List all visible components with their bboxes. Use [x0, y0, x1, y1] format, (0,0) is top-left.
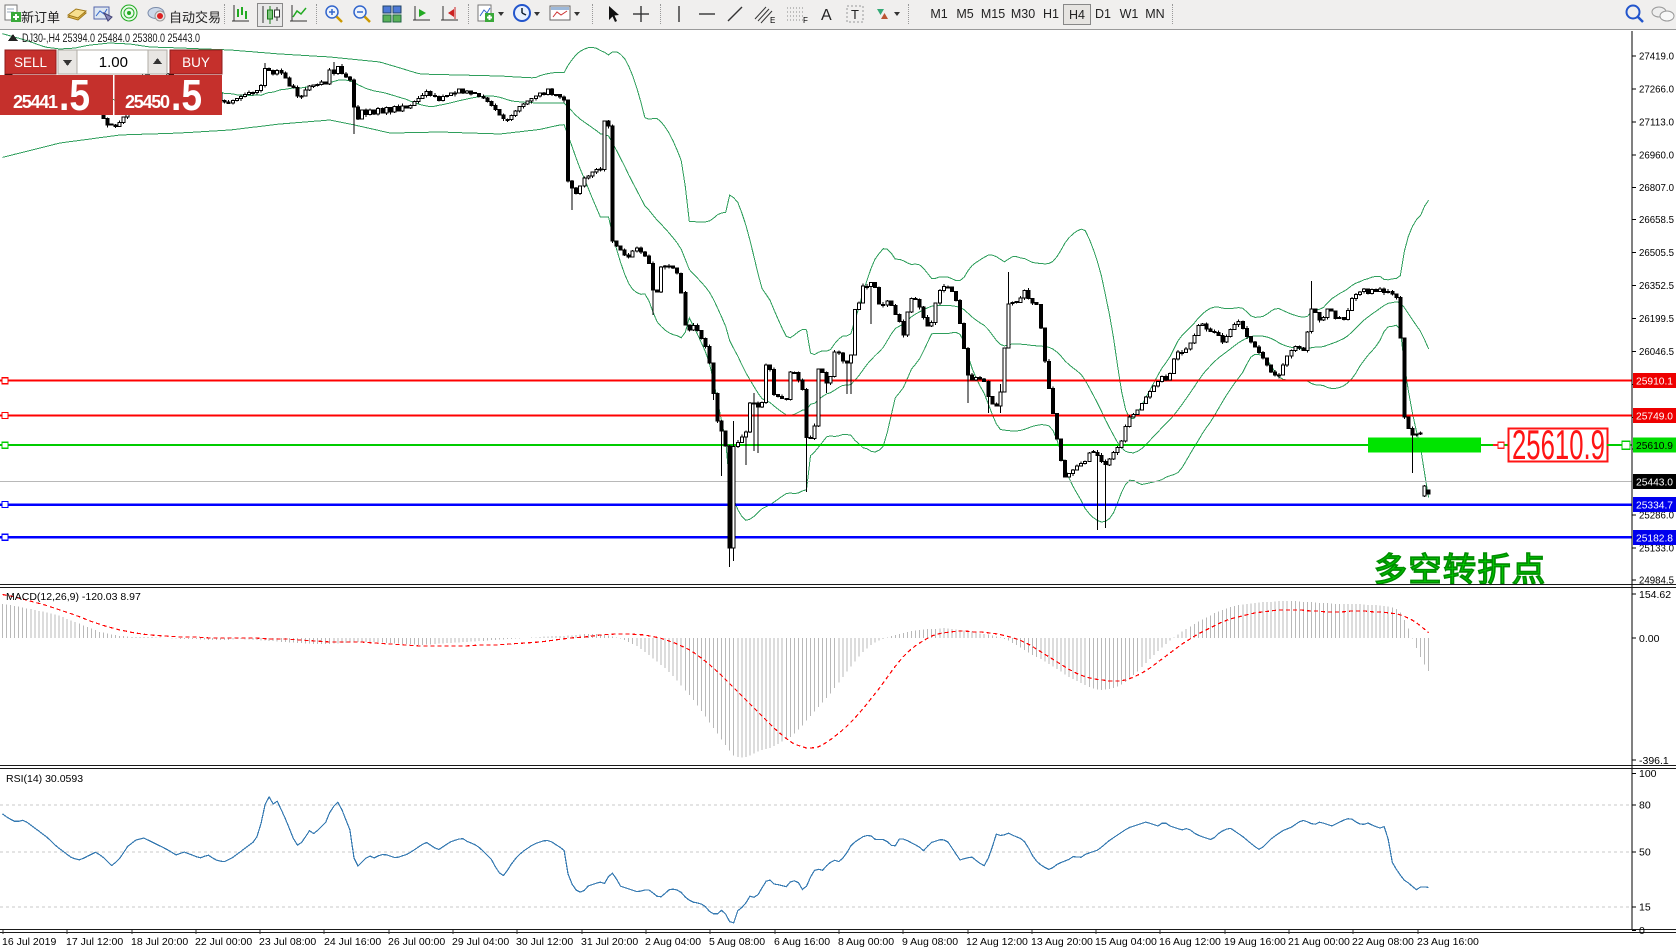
svg-text:DJ30-,H4 25394.0 25484.0 2538: DJ30-,H4 25394.0 25484.0 25380.0 25443.0 [22, 33, 200, 45]
svg-text:.5: .5 [171, 71, 202, 120]
svg-text:15 Aug 04:00: 15 Aug 04:00 [1095, 936, 1157, 948]
svg-text:25443.0: 25443.0 [1636, 476, 1673, 488]
svg-text:27266.0: 27266.0 [1639, 83, 1674, 95]
svg-text:15: 15 [1639, 902, 1651, 914]
svg-text:1.00: 1.00 [99, 54, 128, 71]
svg-text:25334.7: 25334.7 [1636, 500, 1673, 512]
svg-text:26352.5: 26352.5 [1639, 280, 1674, 292]
svg-text:80: 80 [1639, 800, 1651, 812]
svg-text:26960.0: 26960.0 [1639, 149, 1674, 161]
svg-text:31 Jul 20:00: 31 Jul 20:00 [581, 936, 638, 948]
svg-text:25182.8: 25182.8 [1636, 532, 1673, 544]
svg-text:26 Jul 00:00: 26 Jul 00:00 [388, 936, 445, 948]
svg-text:27113.0: 27113.0 [1639, 116, 1674, 128]
svg-text:25910.1: 25910.1 [1636, 376, 1673, 388]
svg-text:F: F [803, 16, 808, 25]
svg-text:多空转折点: 多空转折点 [1374, 551, 1547, 588]
svg-text:8 Aug 00:00: 8 Aug 00:00 [838, 936, 894, 948]
svg-text:BUY: BUY [182, 55, 210, 70]
svg-text:21 Aug 00:00: 21 Aug 00:00 [1288, 936, 1350, 948]
svg-text:29 Jul 04:00: 29 Jul 04:00 [452, 936, 509, 948]
svg-text:154.62: 154.62 [1639, 589, 1671, 601]
svg-text:30 Jul 12:00: 30 Jul 12:00 [516, 936, 573, 948]
svg-text:25610.9: 25610.9 [1636, 440, 1673, 452]
svg-text:26807.0: 26807.0 [1639, 182, 1674, 194]
svg-text:0: 0 [1639, 925, 1645, 937]
svg-text:100: 100 [1639, 768, 1657, 780]
svg-text:24984.5: 24984.5 [1639, 575, 1674, 587]
svg-text:0.00: 0.00 [1639, 633, 1660, 645]
svg-text:26658.5: 26658.5 [1639, 214, 1674, 226]
svg-text:17 Jul 12:00: 17 Jul 12:00 [66, 936, 123, 948]
svg-text:19 Aug 16:00: 19 Aug 16:00 [1224, 936, 1286, 948]
svg-text:26046.5: 26046.5 [1639, 346, 1674, 358]
svg-text:MACD(12,26,9) -120.03 8.97: MACD(12,26,9) -120.03 8.97 [6, 591, 141, 603]
svg-text:T: T [851, 7, 859, 22]
svg-text:27419.0: 27419.0 [1639, 51, 1674, 63]
svg-text:12 Aug 12:00: 12 Aug 12:00 [966, 936, 1028, 948]
svg-text:16 Aug 12:00: 16 Aug 12:00 [1159, 936, 1221, 948]
svg-text:5 Aug 08:00: 5 Aug 08:00 [709, 936, 765, 948]
svg-text:RSI(14) 30.0593: RSI(14) 30.0593 [6, 773, 83, 785]
svg-text:22 Jul 00:00: 22 Jul 00:00 [195, 936, 252, 948]
svg-text:E: E [770, 16, 775, 25]
svg-text:18 Jul 20:00: 18 Jul 20:00 [131, 936, 188, 948]
svg-text:SELL: SELL [14, 55, 48, 70]
svg-text:26505.5: 26505.5 [1639, 247, 1674, 259]
svg-text:25749.0: 25749.0 [1636, 410, 1673, 422]
svg-text:23 Aug 16:00: 23 Aug 16:00 [1417, 936, 1479, 948]
svg-text:26199.5: 26199.5 [1639, 313, 1674, 325]
svg-text:9 Aug 08:00: 9 Aug 08:00 [902, 936, 958, 948]
svg-text:13 Aug 20:00: 13 Aug 20:00 [1031, 936, 1093, 948]
svg-text:16 Jul 2019: 16 Jul 2019 [2, 936, 56, 948]
svg-text:50: 50 [1639, 847, 1651, 859]
svg-text:25133.0: 25133.0 [1639, 543, 1674, 555]
svg-text:25286.0: 25286.0 [1639, 510, 1674, 522]
svg-text:25441: 25441 [13, 92, 58, 112]
svg-text:-396.1: -396.1 [1639, 755, 1669, 767]
svg-text:22 Aug 08:00: 22 Aug 08:00 [1352, 936, 1414, 948]
svg-text:6 Aug 16:00: 6 Aug 16:00 [774, 936, 830, 948]
svg-text:25610.9: 25610.9 [1512, 421, 1605, 468]
svg-text:25450: 25450 [125, 92, 170, 112]
svg-text:.5: .5 [59, 71, 90, 120]
svg-text:23 Jul 08:00: 23 Jul 08:00 [259, 936, 316, 948]
svg-text:A: A [821, 7, 832, 24]
svg-text:24 Jul 16:00: 24 Jul 16:00 [324, 936, 381, 948]
svg-text:2 Aug 04:00: 2 Aug 04:00 [645, 936, 701, 948]
